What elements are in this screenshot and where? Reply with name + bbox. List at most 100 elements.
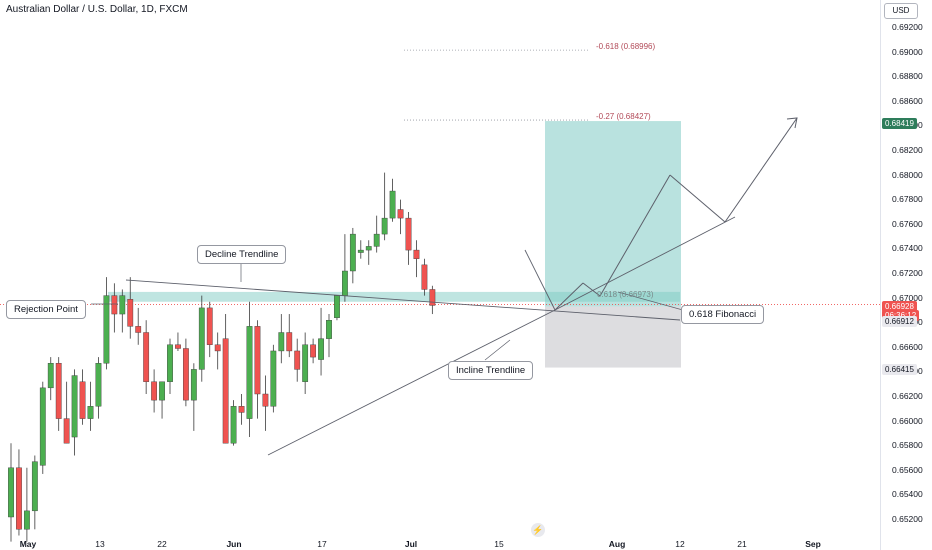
candle-body [103, 295, 110, 364]
candle-body [167, 344, 173, 382]
candle-body [429, 289, 436, 306]
candle-body [79, 381, 86, 419]
incline-trendline-extension [554, 216, 736, 311]
x-tick: 22 [157, 539, 167, 549]
candle-body [246, 326, 253, 419]
x-tick: Aug [608, 539, 626, 549]
last-price-label: 0.66928 [882, 301, 917, 312]
y-tick: 0.68200 [892, 145, 923, 155]
x-tick: Sep [805, 539, 821, 549]
candle-body [381, 217, 388, 235]
candle-body [302, 344, 309, 382]
x-tick: 12 [675, 539, 685, 549]
decline-trendline [125, 279, 681, 321]
projection-path [554, 282, 584, 311]
candle-body [222, 338, 229, 444]
candle-body [389, 190, 396, 219]
level-price-label: 0.66912 [882, 316, 917, 327]
arrow-head [786, 117, 798, 129]
candle-body [119, 295, 126, 315]
chart-area[interactable]: Australian Dollar / U.S. Dollar, 1D, FXC… [0, 0, 880, 550]
fib-neg618-label: -0.618 (0.68996) [596, 42, 656, 51]
projection-path [724, 117, 798, 223]
y-tick: 0.67800 [892, 194, 923, 205]
symbol-title: Australian Dollar / U.S. Dollar, 1D, FXC… [6, 4, 188, 15]
x-tick: 17 [317, 539, 327, 549]
y-tick: 0.68800 [892, 71, 923, 82]
resistance-zone [108, 291, 680, 302]
projection-path [599, 174, 671, 297]
drop-segment [524, 249, 556, 311]
y-tick: 0.65800 [892, 440, 923, 451]
target-zone [545, 121, 681, 307]
candle-body [334, 295, 340, 318]
x-tick: 21 [737, 539, 747, 549]
candle-body [31, 461, 38, 512]
stop-zone [545, 306, 681, 368]
lightning-icon[interactable]: ⚡ [531, 523, 545, 537]
candle-body [8, 467, 14, 518]
incline-trendline [267, 309, 556, 456]
candle-body [127, 299, 134, 327]
projection-path [582, 282, 601, 297]
price-axis[interactable] [880, 0, 932, 550]
decline-trendline-label[interactable]: Decline Trendline [197, 245, 287, 264]
candle-body [214, 344, 221, 352]
candle-body [262, 393, 269, 407]
candle-body [278, 332, 285, 352]
candle-body [190, 369, 197, 401]
candle-body [143, 332, 150, 382]
currency-badge[interactable]: USD [884, 3, 918, 19]
candle-body [55, 363, 62, 419]
candle-body [47, 363, 54, 389]
price-chart[interactable] [0, 0, 880, 550]
candle-body [206, 307, 213, 345]
y-tick: 0.66200 [892, 391, 923, 401]
incline-label-pointer [484, 339, 511, 361]
candle-body [357, 249, 364, 253]
candle-body [397, 209, 404, 219]
y-tick: 0.65200 [892, 514, 923, 524]
fibonacci-pointer [617, 291, 691, 313]
target-price-label: 0.68419 [882, 118, 917, 129]
candle-body [365, 246, 372, 251]
y-tick: 0.67400 [892, 243, 923, 254]
y-tick: 0.67000 [892, 292, 923, 303]
y-tick: 0.67200 [892, 268, 923, 278]
fibonacci-label[interactable]: 0.618 Fibonacci [681, 305, 765, 324]
stop-price-label: 0.66415 [882, 364, 917, 375]
candle-body [342, 270, 348, 296]
rejection-point-label[interactable]: Rejection Point [6, 300, 86, 319]
candle-body [270, 350, 277, 407]
candle-body [286, 332, 293, 352]
candle-body [198, 307, 205, 370]
candle-body [405, 217, 412, 251]
candle-body [238, 406, 245, 413]
x-tick: Jul [404, 539, 418, 549]
candle-body [71, 375, 78, 438]
candle-body [294, 350, 301, 370]
candle-body [151, 381, 157, 401]
y-tick: 0.69200 [892, 22, 923, 32]
y-tick: 0.67600 [892, 218, 923, 229]
candle-body [230, 406, 237, 444]
candle-body [111, 295, 118, 315]
candle-body [24, 510, 30, 530]
countdown-label: 06:36:12 [882, 310, 920, 321]
y-tick: 0.68600 [892, 95, 923, 106]
incline-trendline-label[interactable]: Incline Trendline [448, 361, 534, 380]
candle-body [182, 348, 189, 401]
candle-body [159, 381, 165, 401]
candle-body [254, 326, 261, 395]
y-tick: 0.65600 [892, 464, 923, 475]
x-tick: 15 [494, 539, 504, 549]
y-tick: 0.65400 [892, 489, 923, 500]
y-tick: 0.66600 [892, 341, 923, 352]
candle-body [326, 320, 332, 339]
candle-body [16, 467, 22, 530]
candle-body [373, 233, 380, 247]
candle-body [95, 363, 102, 407]
y-tick: 0.68000 [892, 169, 923, 180]
candle-body [135, 326, 142, 333]
candle-body [39, 387, 46, 466]
